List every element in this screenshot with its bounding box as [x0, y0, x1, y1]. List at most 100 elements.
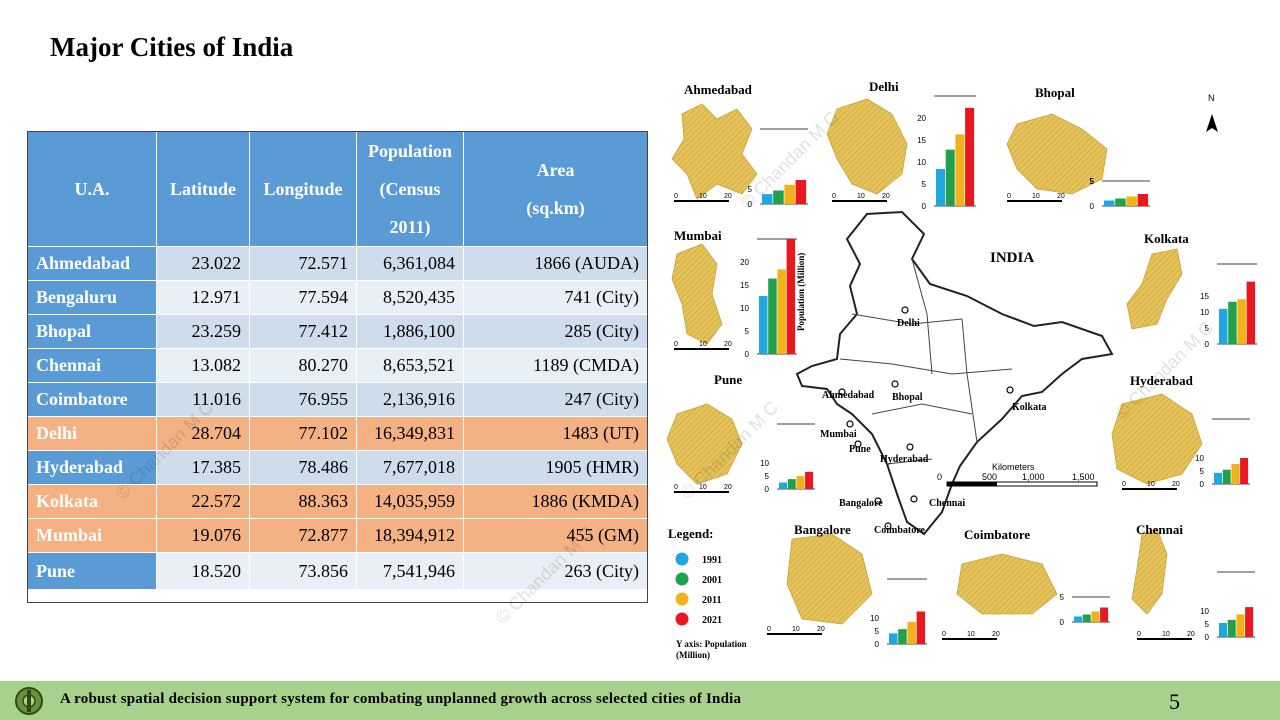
population-bar [1115, 198, 1126, 206]
chart-tick-label: 10 [760, 459, 769, 468]
area-cell: 247 (City) [463, 382, 648, 417]
population-bar [796, 476, 805, 489]
scale-bar-segment [947, 482, 997, 486]
population-bar [936, 169, 945, 206]
y-axis-note: Y axis: Population [676, 639, 747, 649]
area-cell: 1905 (HMR) [463, 450, 648, 485]
city-name-cell: Coimbatore [27, 382, 157, 417]
map-city-label: Ahmedabad [822, 390, 875, 401]
map-city-label: Bangalore [839, 498, 883, 509]
legend-swatch [675, 612, 689, 626]
chart-tick-label: 5 [745, 327, 750, 336]
population-bar [784, 184, 795, 204]
population-cell: 2,136,916 [356, 382, 464, 417]
header-population-l1: Population [367, 141, 453, 161]
population-bar [1137, 194, 1149, 206]
city-name-cell: Bengaluru [27, 280, 157, 315]
population-cell: 6,361,084 [356, 246, 464, 281]
chart-tick-label: 0 [748, 200, 753, 209]
population-bar [1222, 469, 1231, 484]
legend-label: 1991 [702, 555, 722, 566]
city-name-cell: Kolkata [27, 484, 157, 519]
map-city-label: Delhi [897, 318, 920, 329]
table-header-row: U.A. Latitude Longitude Population (Cens… [27, 131, 648, 247]
population-bar [779, 482, 787, 489]
chart-tick-label: 5 [1090, 177, 1095, 186]
city-panel-label: Bangalore [794, 522, 851, 537]
population-bar [768, 278, 777, 354]
population-bar [1227, 619, 1236, 637]
mini-bar-chart: 05 [1060, 593, 1110, 627]
mini-bar-chart: 0 5 10 15 20 [740, 238, 797, 359]
population-bar [1236, 614, 1245, 637]
population-bar [898, 629, 907, 644]
mini-scale-tick: 10 [699, 341, 707, 348]
city-name-cell: Mumbai [27, 518, 157, 553]
mini-scale-tick: 20 [1057, 193, 1065, 200]
population-bar [955, 134, 965, 206]
chart-tick-label: 5 [748, 185, 753, 194]
area-cell: 1189 (CMDA) [463, 348, 648, 383]
longitude-cell: 72.877 [249, 518, 357, 553]
mini-scale-tick: 20 [882, 193, 890, 200]
longitude-cell: 76.955 [249, 382, 357, 417]
chart-tick-label: 0 [765, 485, 770, 494]
city-marker [1006, 386, 1014, 394]
longitude-cell: 77.594 [249, 280, 357, 315]
map-city-label: Kolkata [1012, 402, 1046, 413]
chart-tick-label: 5 [922, 180, 927, 189]
population-bar [786, 239, 796, 354]
footer-text: A robust spatial decision support system… [60, 691, 742, 707]
mini-bar-chart: 0 5 10 [870, 578, 927, 649]
scale-tick: 500 [982, 472, 997, 482]
mini-scale-tick: 0 [674, 193, 678, 200]
population-cell: 14,035,959 [356, 484, 464, 519]
chart-tick-label: 5 [1205, 620, 1210, 629]
map-city-label: Bhopal [892, 392, 923, 403]
chart-tick-label: 5 [1060, 593, 1065, 602]
state-boundary-line [839, 358, 1013, 375]
mini-scale-tick: 20 [1187, 631, 1195, 638]
longitude-cell: 78.486 [249, 450, 357, 485]
population-bar [795, 180, 807, 204]
city-marker [906, 443, 914, 451]
scale-title: Kilometers [992, 462, 1035, 472]
latitude-cell: 22.572 [156, 484, 250, 519]
city-marker [901, 306, 909, 314]
population-bar [773, 190, 784, 204]
population-bar [777, 269, 786, 354]
population-cell: 7,677,018 [356, 450, 464, 485]
mini-scale-tick: 0 [832, 193, 836, 200]
india-map-title: INDIA [990, 250, 1034, 266]
header-area: Area (sq.km) [463, 131, 648, 247]
longitude-cell: 80.270 [249, 348, 357, 383]
chart-tick-label: 0 [875, 640, 880, 649]
north-arrow-icon [1206, 114, 1218, 132]
population-bar [1219, 622, 1227, 637]
city-name-cell: Pune [27, 552, 157, 590]
chart-tick-label: 0 [1205, 633, 1210, 642]
map-city-label: Hyderabad [880, 454, 929, 465]
chart-tick-label: 10 [1200, 308, 1209, 317]
longitude-cell: 73.856 [249, 552, 357, 590]
map-city-label: Mumbai [820, 429, 857, 440]
city-boundary-shape [1131, 528, 1168, 615]
city-boundary-shape [956, 553, 1058, 615]
table-row: Ahmedabad 23.022 72.571 6,361,084 1866 (AUDA… [27, 246, 648, 281]
header-area-l1: Area [536, 160, 575, 180]
latitude-cell: 23.022 [156, 246, 250, 281]
city-boundary-shape [1126, 248, 1183, 330]
population-bar [1126, 196, 1137, 206]
chart-tick-label: 5 [765, 472, 770, 481]
population-bar [1231, 463, 1240, 484]
city-panel-label: Pune [714, 372, 742, 387]
legend-swatch [675, 592, 689, 606]
mini-bar-chart: 0 5 10 15 [1200, 263, 1257, 349]
chart-tick-label: 10 [870, 614, 879, 623]
population-bar [1246, 281, 1256, 344]
institute-logo-icon [15, 687, 43, 715]
mini-scale-tick: 20 [992, 631, 1000, 638]
table-row: Delhi 28.704 77.102 16,349,831 1483 (UT) [27, 416, 648, 451]
chart-tick-label: 5 [875, 627, 880, 636]
chart-tick-label: 5 [1090, 177, 1095, 186]
